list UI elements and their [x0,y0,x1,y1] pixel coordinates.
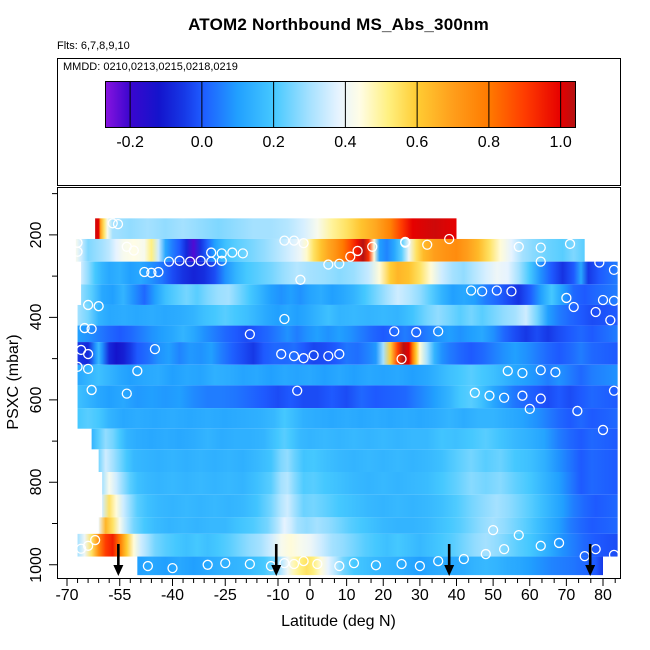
x-tick-label: -10 [266,587,290,604]
colorbar-tick-label: 0.8 [477,134,501,151]
x-tick-label: 50 [484,587,503,604]
legend-dates-label: MMDD: 0210,0213,0215,0218,0219 [63,61,238,73]
y-tick-label: 600 [28,386,45,414]
x-tick-label: 20 [374,587,393,604]
y-tick-label: 800 [28,468,45,496]
colorbar-tick-label: -0.2 [116,134,144,151]
x-axis-title: Latitude (deg N) [281,613,396,630]
y-axis-title: PSXC (mbar) [5,334,22,430]
colorbar-tick-label: 0.2 [262,134,285,151]
y-tick-label: 400 [28,303,45,331]
x-tick-label: 70 [557,587,576,604]
colorbar-tick-label: 0.4 [334,134,357,151]
x-tick-label: 30 [410,587,429,604]
x-tick-label: 60 [520,587,539,604]
y-tick-label: 200 [28,221,45,249]
x-tick-label: -25 [213,587,237,604]
x-tick-label: -55 [108,587,132,604]
colorbar-tick-label: 0.6 [406,134,429,151]
x-tick-label: -70 [55,587,79,604]
x-tick-label: 0 [305,587,315,604]
colorbar-tick-label: 1.0 [549,134,572,151]
flights-subtitle: Flts: 6,7,8,9,10 [57,40,130,52]
y-tick-label: 1000 [28,547,45,583]
chart-title: ATOM2 Northbound MS_Abs_300nm [188,15,489,34]
x-tick-label: 40 [447,587,466,604]
x-tick-label: -40 [160,587,185,604]
x-tick-label: 80 [594,587,612,604]
colorbar-tick-label: 0.0 [190,134,213,151]
x-tick-label: 10 [337,587,356,604]
